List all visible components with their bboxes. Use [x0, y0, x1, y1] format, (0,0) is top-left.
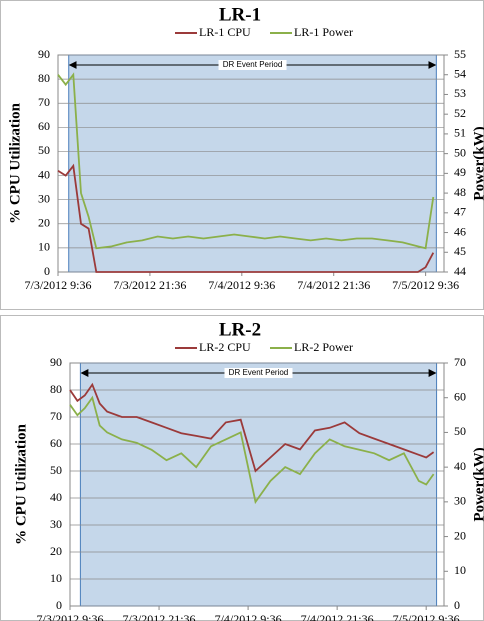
- y2-tick-label: 50: [454, 424, 466, 438]
- series-line: [69, 382, 435, 473]
- y-tick-label: 90: [38, 47, 50, 61]
- dr-event-region: [68, 54, 437, 273]
- y2-tick-label: 47: [454, 205, 466, 219]
- annotation-bg: [218, 60, 287, 70]
- x-tick-label: 7/5/2012 9:36: [392, 278, 459, 292]
- annotation-bg: [224, 368, 293, 378]
- y-axis-label: % CPU Utilization: [13, 423, 29, 544]
- annotation-label: DR Event Period: [229, 368, 289, 377]
- y2-tick-label: 52: [454, 106, 466, 120]
- y-tick-label: 70: [38, 95, 50, 109]
- x-tick-label: 7/5/2012 9:36: [393, 612, 460, 621]
- chart-title: LR-2: [219, 319, 261, 340]
- y-axis-label: % CPU Utilization: [7, 102, 23, 223]
- x-tick-label: 7/3/2012 21:36: [123, 612, 196, 621]
- x-tick-label: 7/3/2012 21:36: [113, 278, 186, 292]
- dr-event-region: [79, 362, 438, 607]
- y-tick-label: 50: [38, 143, 50, 157]
- y2-tick-label: 50: [454, 145, 466, 159]
- y2-tick-label: 20: [454, 528, 466, 542]
- y-tick-label: 90: [50, 355, 62, 369]
- legend-label: LR-2 Power: [294, 340, 353, 354]
- y-tick-label: 70: [50, 409, 62, 423]
- y2-tick-label: 46: [454, 224, 466, 238]
- y-tick-label: 10: [50, 571, 62, 585]
- y2-tick-label: 70: [454, 355, 466, 369]
- series-line: [57, 163, 435, 273]
- y-tick-label: 80: [50, 382, 62, 396]
- x-tick-label: 7/3/2012 9:36: [36, 612, 103, 621]
- legend-label: LR-2 CPU: [199, 340, 251, 354]
- x-tick-label: 7/4/2012 21:36: [301, 612, 374, 621]
- annotation-label: DR Event Period: [223, 60, 283, 69]
- y2-tick-label: 40: [454, 459, 466, 473]
- legend-label: LR-1 CPU: [199, 25, 251, 39]
- y-tick-label: 0: [44, 264, 50, 278]
- y-tick-label: 80: [38, 71, 50, 85]
- y2-tick-label: 44: [454, 264, 466, 278]
- y2-tick-label: 53: [454, 86, 466, 100]
- series-line: [57, 72, 435, 250]
- y-tick-label: 20: [50, 544, 62, 558]
- y2-tick-label: 10: [454, 563, 466, 577]
- y-tick-label: 40: [50, 490, 62, 504]
- y2-tick-label: 45: [454, 244, 466, 258]
- y-tick-label: 50: [50, 463, 62, 477]
- y2-tick-label: 49: [454, 165, 466, 179]
- y2-tick-label: 0: [454, 598, 460, 612]
- y2-axis-label: Power(kW): [471, 126, 484, 200]
- chart-title: LR-1: [219, 4, 261, 25]
- y-tick-label: 0: [56, 598, 62, 612]
- y-tick-label: 10: [38, 240, 50, 254]
- y-tick-label: 30: [50, 517, 62, 531]
- y2-tick-label: 55: [454, 47, 466, 61]
- y2-tick-label: 60: [454, 389, 466, 403]
- y2-tick-label: 30: [454, 494, 466, 508]
- y2-tick-label: 51: [454, 126, 466, 140]
- y-tick-label: 20: [38, 216, 50, 230]
- y-tick-label: 60: [50, 436, 62, 450]
- series-line: [69, 395, 435, 505]
- y-tick-label: 60: [38, 119, 50, 133]
- legend-label: LR-1 Power: [294, 25, 353, 39]
- x-tick-label: 7/3/2012 9:36: [24, 278, 91, 292]
- x-tick-label: 7/4/2012 9:36: [208, 278, 275, 292]
- y2-axis-label: Power(kW): [471, 447, 484, 521]
- x-tick-label: 7/4/2012 21:36: [297, 278, 370, 292]
- y-tick-label: 30: [38, 191, 50, 205]
- y-tick-label: 40: [38, 167, 50, 181]
- y2-tick-label: 48: [454, 185, 466, 199]
- y2-tick-label: 54: [454, 66, 466, 80]
- x-tick-label: 7/4/2012 9:36: [215, 612, 282, 621]
